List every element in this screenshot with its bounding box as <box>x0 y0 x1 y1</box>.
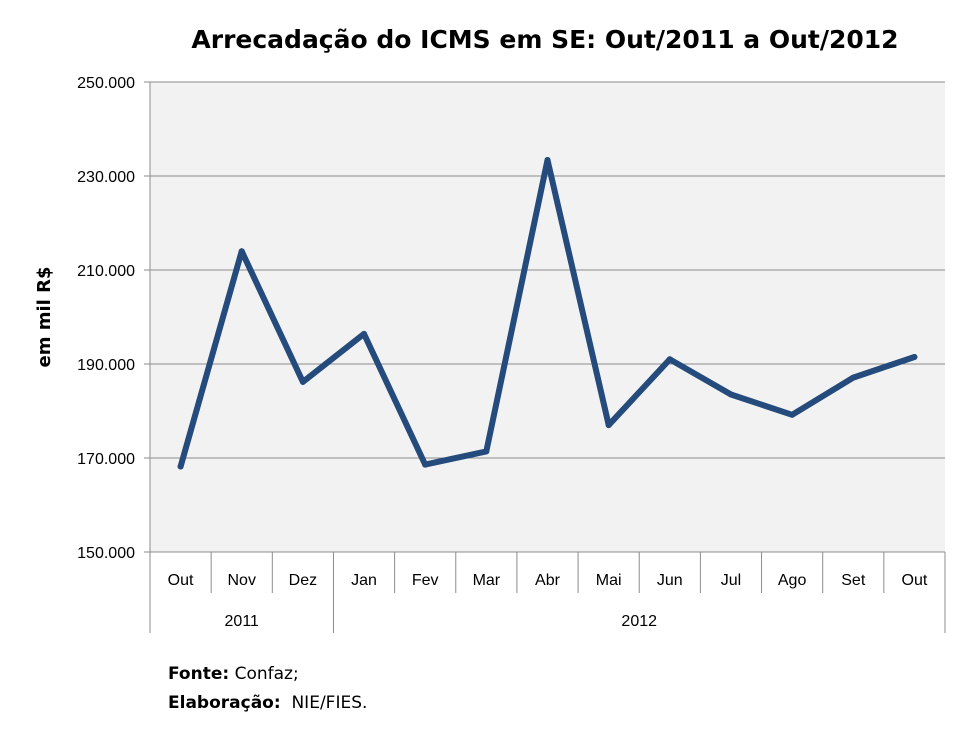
x-tick-label: Jul <box>721 572 741 589</box>
data-point <box>238 248 245 255</box>
data-point <box>605 422 612 429</box>
y-tick-label: 250.000 <box>77 75 135 92</box>
x-tick-label: Nov <box>228 572 256 589</box>
y-tick-label: 170.000 <box>77 451 135 468</box>
x-group-label: 2012 <box>621 613 657 630</box>
x-tick-label: Mai <box>596 572 622 589</box>
elaboracao-label: Elaboração: <box>168 693 281 713</box>
x-tick-label: Fev <box>412 572 439 589</box>
data-point <box>422 461 429 468</box>
x-group-label: 2011 <box>225 613 260 630</box>
y-tick-label: 150.000 <box>77 545 135 562</box>
fonte-value: Confaz; <box>234 664 299 684</box>
y-tick-label: 210.000 <box>77 263 135 280</box>
data-point <box>850 374 857 381</box>
data-point <box>299 378 306 385</box>
data-points <box>177 157 918 470</box>
source-note: Fonte: Confaz; Elaboração: NIE/FIES. <box>168 660 367 718</box>
data-point <box>789 411 796 418</box>
data-point <box>177 463 184 470</box>
x-tick-label: Abr <box>535 572 561 589</box>
y-tick-label: 190.000 <box>77 357 135 374</box>
source-line: Fonte: Confaz; <box>168 660 367 689</box>
chart-title: Arrecadação do ICMS em SE: Out/2011 a Ou… <box>191 25 898 54</box>
y-tick-label: 230.000 <box>77 169 135 186</box>
data-point <box>544 157 551 164</box>
x-tick-label: Set <box>841 572 866 589</box>
x-axis: Out Nov Dez Jan Fev Mar Abr Mai Jun Jul Ago Set Out 2… <box>149 82 946 633</box>
data-point <box>361 330 368 337</box>
y-axis-label: em mil R$ <box>34 267 55 368</box>
elaboration-line: Elaboração: NIE/FIES. <box>168 689 367 718</box>
data-point <box>727 391 734 398</box>
x-tick-label: Ago <box>778 572 807 589</box>
x-tick-label: Mar <box>473 572 501 589</box>
elaboracao-value: NIE/FIES. <box>291 693 368 713</box>
fonte-label: Fonte: <box>168 664 230 684</box>
x-tick-label: Out <box>168 572 194 589</box>
data-point <box>666 356 673 363</box>
x-tick-label: Jan <box>351 572 377 589</box>
x-tick-label: Dez <box>289 572 317 589</box>
x-tick-label: Out <box>902 572 928 589</box>
gridlines <box>150 81 945 459</box>
x-tick-label: Jun <box>657 572 683 589</box>
data-point <box>911 353 918 360</box>
y-axis-ticks: 150.000 170.000 190.000 210.000 230.000 250.0… <box>77 75 150 562</box>
data-point <box>483 448 490 455</box>
